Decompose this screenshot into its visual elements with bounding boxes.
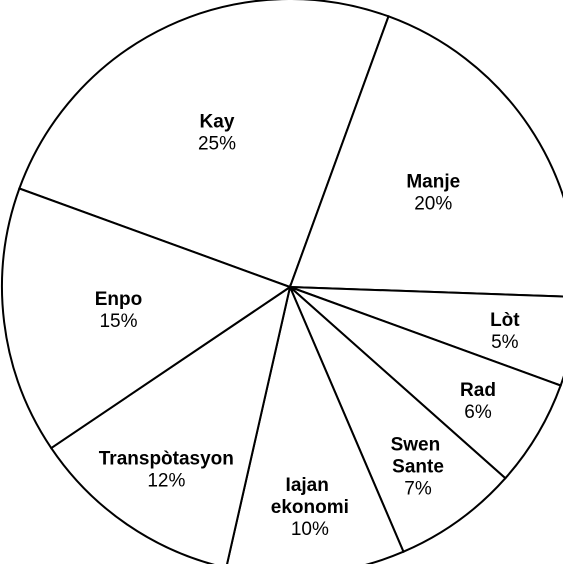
slice-value-label: 7% bbox=[404, 479, 432, 500]
pie-slice bbox=[226, 283, 405, 564]
slice-label: Swen Sante bbox=[391, 435, 446, 478]
slice-label: Manje bbox=[406, 171, 460, 192]
slice-value-label: 20% bbox=[414, 193, 452, 214]
pie-slice bbox=[289, 286, 507, 554]
pie-slice bbox=[49, 284, 292, 564]
slice-value-label: 5% bbox=[491, 332, 519, 353]
slice-value-label: 25% bbox=[198, 133, 236, 154]
slice-value-label: 15% bbox=[99, 311, 137, 332]
slice-label: Lòt bbox=[490, 310, 520, 331]
slice-value-label: 12% bbox=[147, 471, 185, 492]
pie-slice bbox=[288, 15, 563, 298]
slice-label: Transpòtasyon bbox=[99, 449, 234, 470]
slice-label: Kay bbox=[200, 111, 235, 132]
slice-value-label: 6% bbox=[464, 402, 492, 423]
slice-label: Rad bbox=[460, 380, 496, 401]
slice-label: Iajan ekonomi bbox=[271, 475, 349, 518]
slice-value-label: 10% bbox=[291, 519, 329, 540]
slice-label: Enpo bbox=[95, 289, 143, 310]
pie-slice bbox=[1, 187, 293, 450]
pie-slice bbox=[18, 0, 390, 289]
